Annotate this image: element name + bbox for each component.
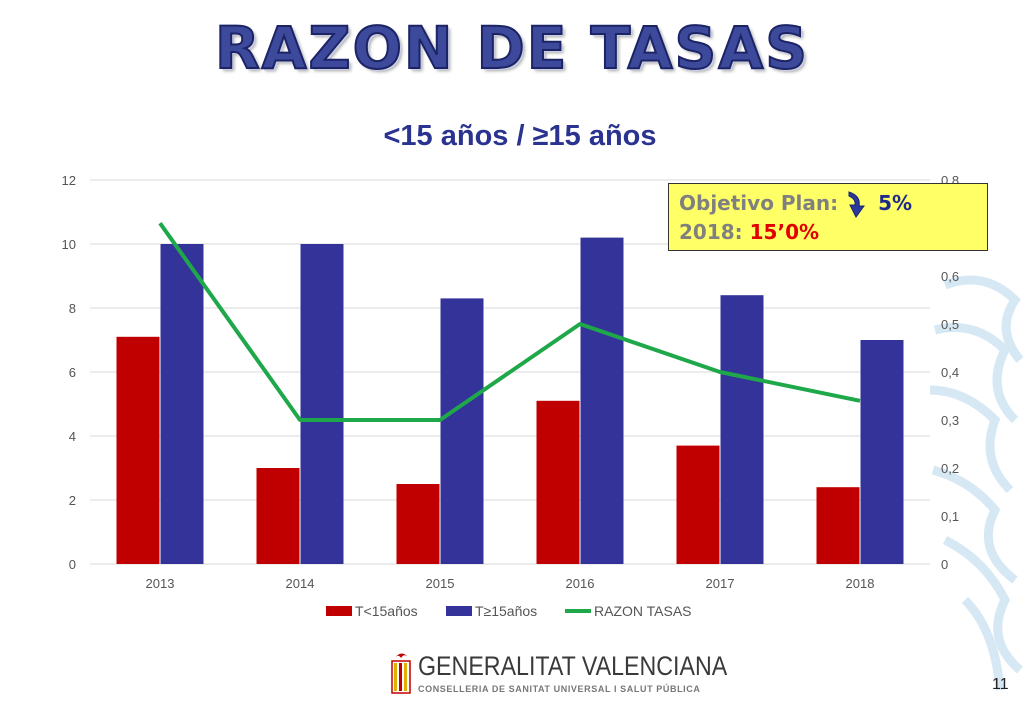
legend-swatch: [446, 606, 472, 616]
year-label: 2018:: [679, 220, 743, 244]
y-right-tick-label: 0,6: [941, 269, 959, 284]
y-right-tick-label: 0,2: [941, 461, 959, 476]
y-left-tick-label: 8: [69, 301, 76, 316]
bar-over15-2018: [861, 340, 904, 564]
x-tick-label: 2018: [846, 576, 875, 591]
goal-line-1: Objetivo Plan: 5%: [679, 189, 977, 218]
bar-under15-2017: [677, 446, 720, 564]
bar-over15-2014: [301, 244, 344, 564]
goal-value: 5%: [878, 191, 912, 215]
goal-box: Objetivo Plan: 5% 2018: 15’0%: [668, 183, 988, 251]
goal-line-2: 2018: 15’0%: [679, 218, 977, 246]
bar-over15-2013: [161, 244, 204, 564]
y-left-tick-label: 10: [62, 237, 76, 252]
bar-under15-2015: [397, 484, 440, 564]
left-axis-ticks: 0 2 4 6 8 10 12: [62, 173, 76, 572]
x-axis-ticks: 2013 2014 2015 2016 2017 2018: [146, 576, 875, 591]
generalitat-logo: GENERALITAT VALENCIANA CONSELLERIA DE SA…: [388, 649, 658, 699]
x-tick-label: 2013: [146, 576, 175, 591]
bar-under15-2014: [257, 468, 300, 564]
y-right-tick-label: 0,3: [941, 413, 959, 428]
bars: [117, 238, 904, 564]
bar-under15-2013: [117, 337, 160, 564]
x-tick-label: 2016: [566, 576, 595, 591]
y-right-tick-label: 0,4: [941, 365, 959, 380]
legend-label: T<15años: [355, 603, 418, 619]
y-left-tick-label: 2: [69, 493, 76, 508]
logo-name: GENERALITAT VALENCIANA: [418, 651, 727, 682]
x-tick-label: 2015: [426, 576, 455, 591]
y-left-tick-label: 6: [69, 365, 76, 380]
bar-over15-2017: [721, 295, 764, 564]
curved-down-arrow-icon: [845, 190, 871, 218]
x-tick-label: 2017: [706, 576, 735, 591]
legend: T<15años T≥15años RAZON TASAS: [326, 603, 692, 619]
bar-under15-2018: [817, 487, 860, 564]
page-number: 11: [992, 676, 1009, 694]
y-left-tick-label: 12: [62, 173, 76, 188]
x-tick-label: 2014: [286, 576, 315, 591]
y-left-tick-label: 0: [69, 557, 76, 572]
bar-under15-2016: [537, 401, 580, 564]
year-value: 15’0%: [750, 220, 819, 244]
bar-over15-2016: [581, 238, 624, 564]
goal-label: Objetivo Plan:: [679, 191, 838, 215]
y-right-tick-label: 0: [941, 557, 948, 572]
legend-label: T≥15años: [475, 603, 537, 619]
logo-subtitle: CONSELLERIA DE SANITAT UNIVERSAL I SALUT…: [418, 684, 700, 694]
y-left-tick-label: 4: [69, 429, 76, 444]
legend-swatch: [326, 606, 352, 616]
y-right-tick-label: 0,1: [941, 509, 959, 524]
bar-over15-2015: [441, 298, 484, 564]
generalitat-emblem-icon: [388, 649, 414, 699]
y-right-tick-label: 0,5: [941, 317, 959, 332]
legend-label: RAZON TASAS: [594, 603, 692, 619]
